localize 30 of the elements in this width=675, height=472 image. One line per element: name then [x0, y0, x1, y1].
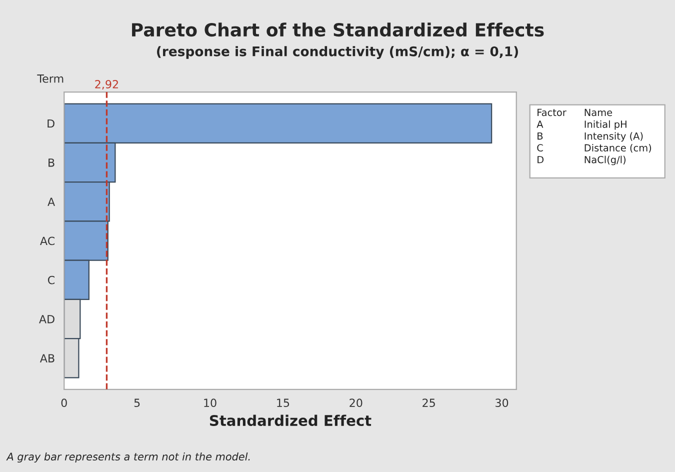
x-tick-label: 0 — [61, 398, 67, 408]
text: Name — [584, 108, 612, 116]
text: Factor — [538, 108, 566, 116]
x-tick-label: 10 — [204, 398, 216, 408]
y-tick-label: AC — [40, 236, 54, 246]
ref-line-label: 2,92 — [95, 80, 118, 90]
y-tick-label: D — [48, 119, 54, 128]
text: Intensity (A) — [584, 132, 643, 142]
y-tick-label: AD — [39, 315, 54, 324]
x-tick-label: 15 — [277, 398, 290, 408]
x-axis-title: Standardized Effect — [210, 414, 372, 426]
y-tick-label: C — [48, 276, 54, 284]
y-tick-label: B — [48, 158, 54, 167]
y-axis-title: Term — [37, 74, 64, 83]
chart-title: Pareto Chart of the Standardized Effects — [132, 22, 544, 37]
text: D — [538, 156, 544, 164]
x-tick-label: 5 — [134, 398, 140, 408]
text: Distance (cm) — [584, 144, 652, 153]
text: A gray bar represents a term not in the model. — [6, 452, 250, 463]
chart-subtitle: (response is Final conductivity (mS/cm); α = 0,1) — [157, 46, 518, 59]
y-tick-label: AB — [40, 354, 54, 362]
text: C — [537, 144, 543, 152]
text: Initial pH — [584, 120, 626, 130]
y-tick-label: A — [48, 198, 56, 206]
x-tick-label: 30 — [496, 398, 508, 408]
text: A — [536, 120, 544, 128]
x-tick-label: 25 — [422, 398, 435, 408]
x-tick-label: 20 — [350, 398, 362, 408]
text: B — [538, 132, 543, 140]
text: NaCl(g/l) — [584, 156, 626, 166]
